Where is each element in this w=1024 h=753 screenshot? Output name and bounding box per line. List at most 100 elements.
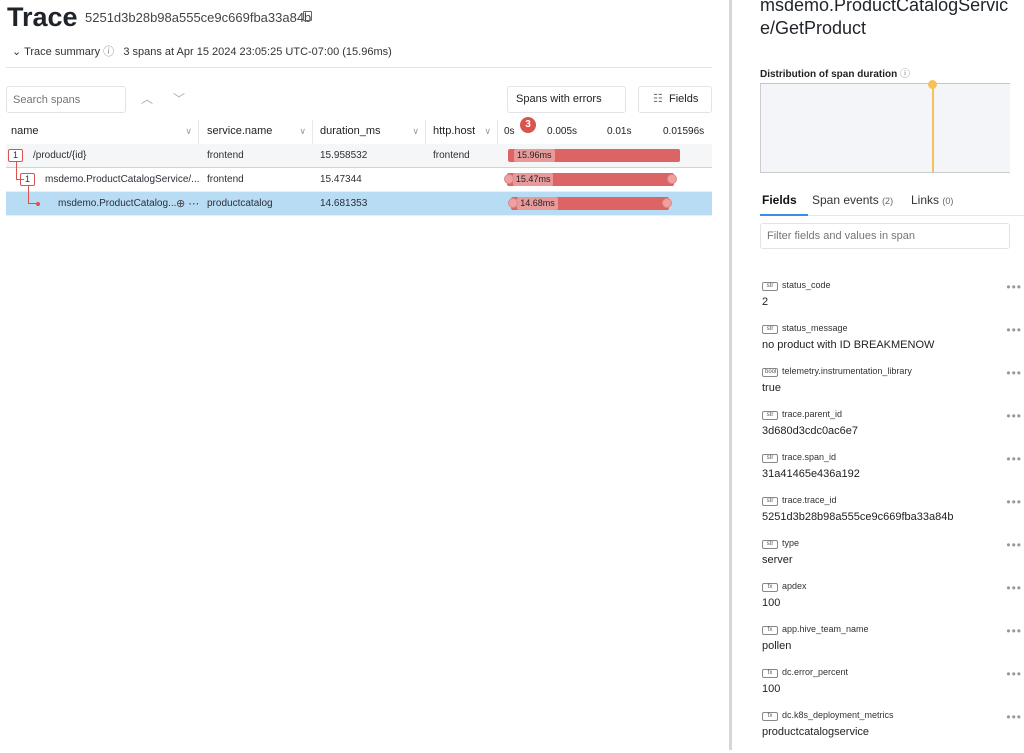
span-name[interactable]: msdemo.ProductCatalog...: [58, 198, 177, 209]
type-badge: fx: [762, 669, 778, 678]
more-options-icon[interactable]: •••: [1006, 280, 1022, 294]
chevron-down-icon: ⌄: [12, 46, 25, 58]
column-label: name: [11, 125, 39, 137]
tab-span-events[interactable]: Span events (2): [812, 193, 894, 207]
error-count-badge: 3: [520, 117, 536, 133]
field-item: str trace.parent_id 3d680d3cdc0ac6e7 •••: [762, 409, 1022, 452]
previous-match-button[interactable]: ︿: [140, 92, 153, 106]
more-options-icon[interactable]: •••: [1006, 323, 1022, 337]
panel-resize-handle[interactable]: [729, 0, 732, 750]
more-options-icon[interactable]: •••: [1006, 409, 1022, 423]
field-item: fx dc.error_percent 100 •••: [762, 667, 1022, 710]
bar-label: 15.96ms: [514, 149, 555, 162]
more-options-icon[interactable]: •••: [1006, 624, 1022, 638]
column-label: http.host: [433, 125, 476, 137]
field-value: true: [762, 382, 781, 394]
zoom-in-icon[interactable]: ⊕ ⋯: [176, 198, 200, 210]
page-title: Trace: [7, 2, 78, 32]
field-value: 100: [762, 597, 781, 609]
span-duration-bar[interactable]: 15.47ms: [506, 173, 674, 186]
field-key: app.hive_team_name: [782, 624, 869, 634]
event-marker[interactable]: [508, 198, 519, 208]
field-value: 5251d3b28b98a555ce9c669fba33a84b: [762, 511, 954, 523]
field-value: 3d680d3cdc0ac6e7: [762, 425, 859, 437]
span-row[interactable]: msdemo.ProductCatalog... ⊕ ⋯ productcatalo…: [6, 186, 712, 216]
more-options-icon[interactable]: •••: [1006, 366, 1022, 380]
duration-distribution-chart[interactable]: [760, 80, 1010, 173]
type-badge: str: [762, 540, 778, 549]
column-header-service[interactable]: service.name ∨: [199, 120, 313, 144]
duration-ms: 15.47344: [320, 174, 362, 185]
span-row[interactable]: 1 msdemo.ProductCatalogService/... fronten…: [6, 162, 712, 192]
fields-button[interactable]: ☷ Fields: [638, 86, 712, 113]
tab-fields[interactable]: Fields: [762, 193, 797, 207]
more-options-icon[interactable]: •••: [1006, 710, 1022, 724]
span-title: msdemo.ProductCatalogService/GetProduct: [760, 0, 1009, 38]
field-key: status_code: [782, 280, 831, 290]
marker-handle[interactable]: [928, 80, 937, 89]
filter-fields-input[interactable]: [760, 223, 1010, 249]
more-options-icon[interactable]: •••: [1006, 452, 1022, 466]
column-header-host[interactable]: http.host ∨: [426, 120, 498, 144]
help-icon: ⓘ: [900, 69, 910, 80]
field-key: trace.trace_id: [782, 495, 837, 505]
trace-summary-toggle[interactable]: Trace summary: [24, 46, 101, 58]
type-badge: str: [762, 454, 778, 463]
field-value: no product with ID BREAKMENOW: [762, 339, 935, 351]
error-dot-icon: [36, 202, 40, 206]
span-duration-bar[interactable]: 15.96ms: [508, 149, 680, 162]
event-marker[interactable]: [662, 198, 673, 208]
field-item: fx apdex 100 •••: [762, 581, 1022, 624]
child-count-badge[interactable]: 1: [8, 149, 23, 162]
chevron-down-icon: ∨: [484, 126, 491, 136]
field-item: str trace.trace_id 5251d3b28b98a555ce9c669…: [762, 495, 1022, 538]
trace-id: 5251d3b28b98a555ce9c669fba33a84b: [85, 10, 312, 25]
timeline-tick: 0.01s: [607, 126, 632, 137]
more-options-icon[interactable]: •••: [1006, 581, 1022, 595]
divider: [760, 215, 1024, 216]
field-item: str type server •••: [762, 538, 1022, 581]
field-key: trace.parent_id: [782, 409, 843, 419]
column-header-name[interactable]: name ∨: [6, 120, 199, 144]
field-item: bool telemetry.instrumentation_library tru…: [762, 366, 1022, 409]
timeline-tick: 0.01596s: [663, 126, 705, 137]
field-value: 100: [762, 683, 781, 695]
event-marker[interactable]: [503, 174, 514, 184]
column-header-duration[interactable]: duration_ms ∨: [313, 120, 426, 144]
field-key: trace.span_id: [782, 452, 837, 462]
type-badge: bool: [762, 368, 778, 377]
span-name[interactable]: msdemo.ProductCatalogService/...: [45, 174, 200, 185]
type-badge: str: [762, 497, 778, 506]
field-item: str status_message no product with ID BREA…: [762, 323, 1022, 366]
field-key: apdex: [782, 581, 807, 591]
tab-links[interactable]: Links (0): [911, 193, 954, 207]
more-options-icon[interactable]: •••: [1006, 667, 1022, 681]
span-row[interactable]: 1/product/{id} frontend 15.958532 frontend 1…: [6, 144, 712, 168]
chevron-down-icon: ∨: [299, 126, 306, 136]
bar-label: 15.47ms: [512, 173, 554, 186]
divider: [6, 67, 712, 68]
event-marker[interactable]: [666, 174, 677, 184]
type-badge: str: [762, 325, 778, 334]
trace-summary[interactable]: ⌄ Trace summary ⓘ 3 spans at Apr 15 2024…: [12, 43, 392, 59]
service-name: frontend: [207, 150, 244, 161]
http-host: frontend: [433, 150, 470, 161]
type-badge: str: [762, 282, 778, 291]
field-item: str trace.span_id 31a41465e436a192 •••: [762, 452, 1022, 495]
span-duration-bar[interactable]: 14.68ms: [511, 197, 670, 210]
copy-icon[interactable]: [303, 11, 312, 21]
span-name[interactable]: /product/{id}: [33, 150, 87, 161]
type-badge: fx: [762, 583, 778, 592]
next-match-button[interactable]: ﹀: [172, 92, 185, 106]
summary-text: 3 spans at Apr 15 2024 23:05:25 UTC-07:0…: [123, 46, 392, 58]
help-icon: ⓘ: [103, 46, 118, 58]
field-value: 2: [762, 296, 769, 308]
chevron-down-icon: ∨: [412, 126, 419, 136]
search-spans-input[interactable]: [6, 86, 126, 113]
more-options-icon[interactable]: •••: [1006, 538, 1022, 552]
type-badge: str: [762, 411, 778, 420]
more-options-icon[interactable]: •••: [1006, 495, 1022, 509]
column-label: service.name: [207, 125, 273, 137]
child-count-badge[interactable]: 1: [20, 173, 35, 186]
spans-with-errors-button[interactable]: Spans with errors 3: [507, 86, 626, 133]
